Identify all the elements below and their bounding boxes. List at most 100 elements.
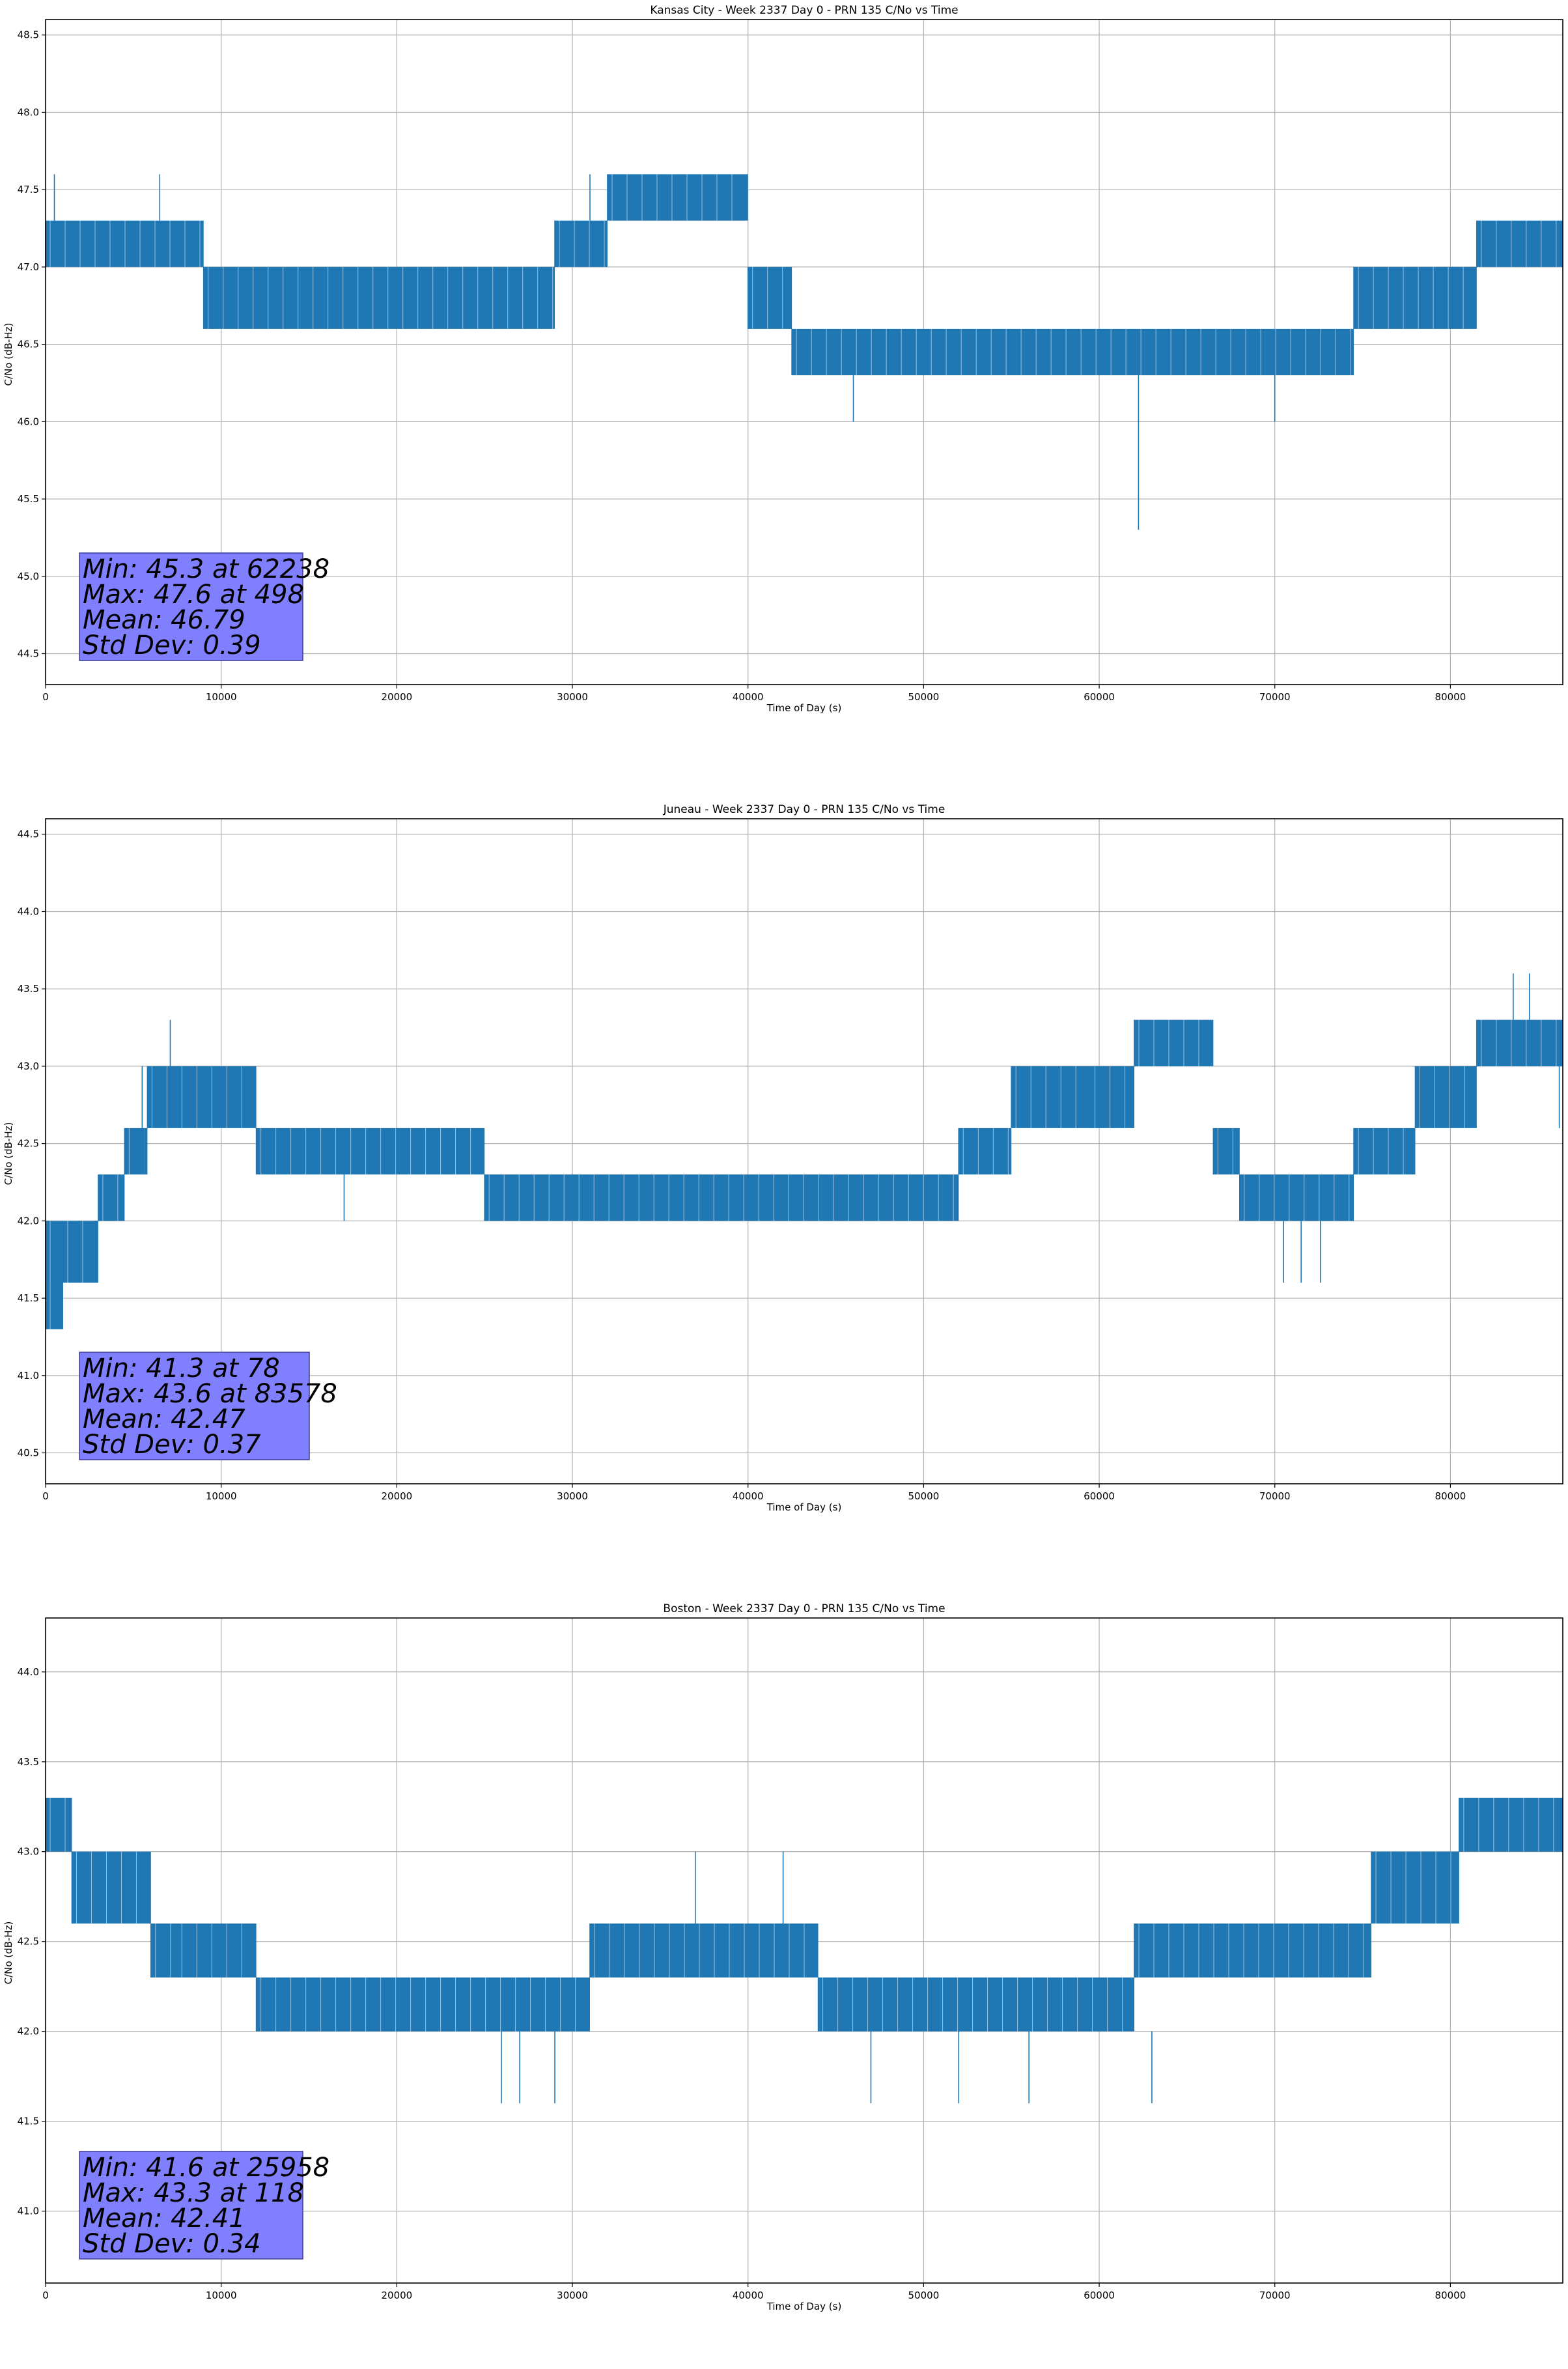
x-tick-label: 70000 bbox=[1259, 2290, 1291, 2301]
data-band bbox=[177, 1923, 257, 1978]
data-band bbox=[1354, 1128, 1416, 1175]
y-tick-label: 43.5 bbox=[18, 983, 39, 995]
y-tick-label: 48.0 bbox=[18, 106, 39, 118]
y-tick-label: 41.0 bbox=[18, 2206, 39, 2217]
stats-mean: Mean: 42.41 bbox=[83, 2204, 245, 2234]
stats-box: Min: 45.3 at 62238 Max: 47.6 at 498 Mean… bbox=[79, 552, 329, 661]
data-band bbox=[203, 266, 555, 329]
chart-title: Juneau - Week 2337 Day 0 - PRN 135 C/No … bbox=[663, 803, 945, 816]
data-band bbox=[46, 1221, 63, 1329]
stats-max: Max: 43.6 at 83578 bbox=[83, 1379, 337, 1409]
y-tick-label: 46.0 bbox=[18, 416, 39, 427]
x-tick-label: 0 bbox=[42, 1490, 49, 1502]
stats-max: Max: 43.3 at 118 bbox=[83, 2178, 304, 2208]
y-tick-label: 42.0 bbox=[18, 1215, 39, 1227]
data-band bbox=[1476, 220, 1563, 267]
data-band bbox=[46, 1797, 72, 1852]
y-tick-label: 45.0 bbox=[18, 571, 39, 582]
data-band bbox=[607, 174, 748, 221]
data-band bbox=[1090, 1066, 1134, 1128]
data-band bbox=[98, 1174, 125, 1221]
plot-frame bbox=[45, 818, 1563, 1484]
y-tick-label: 42.0 bbox=[18, 2026, 39, 2037]
chart-title: Kansas City - Week 2337 Day 0 - PRN 135 … bbox=[650, 4, 958, 17]
y-tick-label: 41.5 bbox=[18, 2116, 39, 2127]
data-band bbox=[63, 1221, 98, 1283]
data-band bbox=[748, 266, 792, 329]
chart-kansas-city: Kansas City - Week 2337 Day 0 - PRN 135 … bbox=[3, 4, 1563, 714]
data-band bbox=[1415, 1066, 1477, 1128]
data-band bbox=[555, 220, 608, 267]
y-tick-label: 40.5 bbox=[18, 1447, 39, 1459]
y-tick-label: 43.0 bbox=[18, 1060, 39, 1072]
y-tick-label: 44.5 bbox=[18, 829, 39, 840]
chart-boston: Boston - Week 2337 Day 0 - PRN 135 C/No … bbox=[3, 1602, 1563, 2312]
y-tick-label: 47.0 bbox=[18, 261, 39, 273]
y-tick-label: 46.5 bbox=[18, 339, 39, 350]
y-tick-label: 44.5 bbox=[18, 648, 39, 660]
y-tick-label: 43.0 bbox=[18, 1846, 39, 1858]
data-band bbox=[256, 1128, 485, 1175]
y-tick-label: 43.5 bbox=[18, 1756, 39, 1768]
y-axis-label: C/No (dB-Hz) bbox=[3, 323, 14, 386]
data-band bbox=[1134, 1923, 1372, 1978]
y-axis-label: C/No (dB-Hz) bbox=[3, 1122, 14, 1185]
x-tick-label: 60000 bbox=[1084, 691, 1115, 703]
x-tick-label: 30000 bbox=[557, 691, 588, 703]
data-band bbox=[1011, 1066, 1091, 1128]
stats-box: Min: 41.3 at 78 Max: 43.6 at 83578 Mean:… bbox=[79, 1352, 337, 1460]
x-tick-label: 10000 bbox=[206, 1490, 237, 1502]
y-axis-label: C/No (dB-Hz) bbox=[3, 1922, 14, 1985]
x-tick-label: 40000 bbox=[733, 691, 764, 703]
x-tick-label: 10000 bbox=[206, 691, 237, 703]
stats-min: Min: 41.6 at 25958 bbox=[83, 2153, 329, 2183]
x-tick-label: 70000 bbox=[1259, 1490, 1291, 1502]
data-band bbox=[46, 220, 204, 267]
axis-ticks: 0 10000 20000 30000 40000 50000 60000 70000 8000… bbox=[18, 829, 1466, 1502]
x-tick-label: 40000 bbox=[733, 1490, 764, 1502]
data-band bbox=[792, 328, 1354, 376]
stats-min: Min: 41.3 at 78 bbox=[83, 1354, 280, 1383]
x-tick-label: 80000 bbox=[1435, 2290, 1466, 2301]
data-band bbox=[1476, 1019, 1563, 1066]
x-tick-label: 0 bbox=[42, 691, 49, 703]
y-tick-label: 48.5 bbox=[18, 29, 39, 41]
y-tick-label: 42.5 bbox=[18, 1936, 39, 1948]
x-axis-label: Time of Day (s) bbox=[766, 2301, 842, 2312]
x-tick-label: 20000 bbox=[381, 691, 412, 703]
x-axis-label: Time of Day (s) bbox=[766, 702, 842, 714]
stats-box: Min: 41.6 at 25958 Max: 43.3 at 118 Mean… bbox=[79, 2151, 329, 2260]
x-tick-label: 20000 bbox=[381, 1490, 412, 1502]
data-band bbox=[1134, 1019, 1214, 1066]
data-series bbox=[45, 174, 1563, 530]
data-series bbox=[45, 973, 1563, 1329]
y-tick-label: 44.0 bbox=[18, 1666, 39, 1678]
data-band bbox=[1213, 1128, 1240, 1175]
data-band bbox=[1371, 1851, 1459, 1924]
stats-std-dev: Std Dev: 0.39 bbox=[83, 631, 261, 660]
x-tick-label: 0 bbox=[42, 2290, 49, 2301]
y-tick-label: 41.5 bbox=[18, 1292, 39, 1304]
chart-title: Boston - Week 2337 Day 0 - PRN 135 C/No … bbox=[663, 1602, 945, 1615]
x-tick-label: 10000 bbox=[206, 2290, 237, 2301]
data-band bbox=[147, 1066, 257, 1128]
stats-min: Min: 45.3 at 62238 bbox=[83, 554, 329, 584]
data-band bbox=[484, 1174, 959, 1221]
x-tick-label: 80000 bbox=[1435, 691, 1466, 703]
x-tick-label: 60000 bbox=[1084, 2290, 1115, 2301]
plot-frame bbox=[45, 1617, 1563, 2284]
y-tick-label: 42.5 bbox=[18, 1138, 39, 1150]
data-band bbox=[1354, 266, 1477, 329]
stats-mean: Mean: 46.79 bbox=[83, 605, 245, 635]
stats-mean: Mean: 42.47 bbox=[83, 1404, 245, 1434]
x-tick-label: 50000 bbox=[908, 1490, 940, 1502]
x-tick-label: 50000 bbox=[908, 2290, 940, 2301]
y-tick-label: 44.0 bbox=[18, 905, 39, 917]
y-tick-label: 47.5 bbox=[18, 184, 39, 195]
x-tick-label: 30000 bbox=[557, 2290, 588, 2301]
data-band bbox=[959, 1128, 1012, 1175]
chart-juneau: Juneau - Week 2337 Day 0 - PRN 135 C/No … bbox=[3, 803, 1563, 1513]
data-band bbox=[1459, 1797, 1563, 1852]
x-axis-label: Time of Day (s) bbox=[766, 1501, 842, 1513]
data-band bbox=[818, 1977, 1134, 2032]
